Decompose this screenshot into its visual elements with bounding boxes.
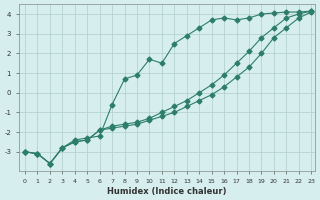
X-axis label: Humidex (Indice chaleur): Humidex (Indice chaleur) bbox=[107, 187, 227, 196]
